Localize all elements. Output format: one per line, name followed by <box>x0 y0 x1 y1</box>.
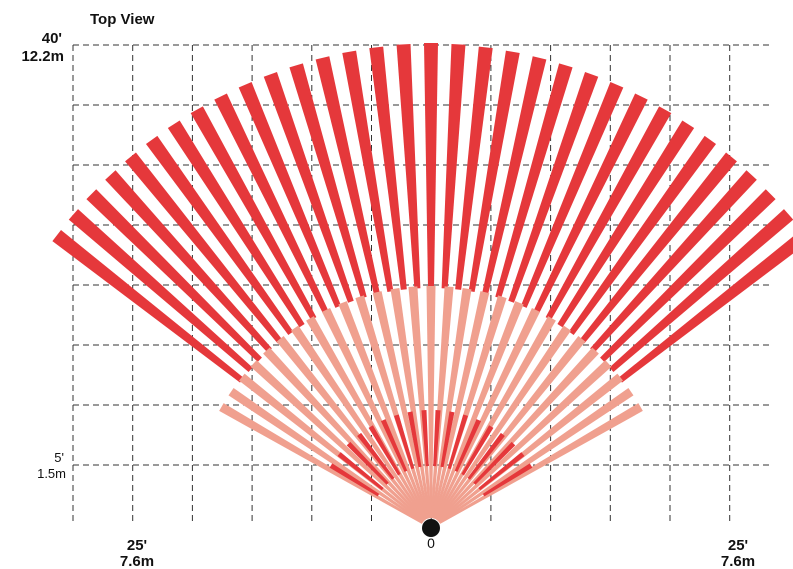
coverage-beams <box>52 43 793 524</box>
far-zone-beam <box>86 189 262 362</box>
near-zone-beam <box>467 432 505 480</box>
near-zone-beam <box>346 441 389 485</box>
far-zone-beam <box>600 189 776 362</box>
far-zone-beam <box>238 82 341 308</box>
far-zone-beam <box>68 209 253 373</box>
far-zone-beam <box>533 93 648 314</box>
near-zone-beam <box>482 463 533 497</box>
mid-zone-beam <box>263 347 425 522</box>
far-zone-beam <box>342 50 394 292</box>
near-zone-beam <box>433 410 441 467</box>
mid-zone-beam <box>228 387 424 524</box>
far-zone-beam <box>609 209 793 373</box>
label-center: 0 <box>427 535 435 551</box>
far-zone-beam <box>52 230 244 383</box>
mid-zone-beam <box>437 360 612 522</box>
near-zone-beam <box>461 425 494 476</box>
far-zone-beam <box>618 236 793 383</box>
far-zone-beam <box>579 152 737 344</box>
mid-zone-beam <box>437 347 599 522</box>
mid-zone-beam <box>290 325 427 521</box>
near-zone-beam <box>454 419 482 472</box>
near-zone-beam <box>440 411 455 468</box>
near-zone-beam <box>337 452 384 491</box>
near-zone-beam <box>407 411 422 468</box>
mid-zone-beam <box>435 325 572 521</box>
near-zone-beam <box>380 419 408 472</box>
label-left-feet: 25' <box>127 537 147 554</box>
near-zone-beam <box>421 410 429 467</box>
near-zone-beam <box>329 463 380 497</box>
mid-zone-beam <box>438 387 634 524</box>
far-zone-beam <box>568 135 717 335</box>
mid-zone-beam <box>434 308 541 520</box>
far-zone-beam <box>369 46 407 290</box>
label-left-meters: 7.6m <box>120 553 154 569</box>
mid-zone-beam <box>439 403 643 524</box>
far-zone-beam <box>263 72 354 303</box>
far-zone-beam <box>545 106 672 321</box>
mid-zone-beam <box>219 403 423 524</box>
mid-zone-beam <box>372 291 430 519</box>
label-near-feet: 5' <box>54 450 64 465</box>
near-zone-beam <box>473 441 516 485</box>
mid-zone-beam <box>390 288 431 519</box>
near-zone-beam <box>393 414 415 470</box>
far-zone-beam <box>482 56 547 295</box>
mid-zone-beam <box>431 288 472 519</box>
mid-zone-beam <box>250 360 425 522</box>
far-zone-beam <box>125 152 283 344</box>
far-zone-beam <box>590 170 757 353</box>
far-zone-beam <box>441 44 466 289</box>
far-zone-beam <box>495 63 573 299</box>
far-zone-beam <box>424 43 438 288</box>
near-zone-beam <box>368 425 401 476</box>
mid-zone-beam <box>338 301 429 520</box>
label-top-meters: 12.2m <box>21 48 64 65</box>
far-zone-beam <box>468 50 520 292</box>
far-zone-beam <box>396 44 421 289</box>
label-right-meters: 7.6m <box>721 553 755 569</box>
far-zone-beam <box>167 120 305 328</box>
far-zone-beam <box>190 106 317 321</box>
label-top-feet: 40' <box>42 30 62 47</box>
far-zone-beam <box>557 120 695 328</box>
far-zone-beam <box>521 82 624 308</box>
mid-zone-beam <box>433 301 524 520</box>
mid-zone-beam <box>432 291 490 519</box>
far-zone-beam <box>289 63 367 299</box>
mid-zone-beam <box>426 286 436 518</box>
far-zone-beam <box>105 170 272 353</box>
diagram-title: Top View <box>90 11 155 28</box>
label-near-meters: 1.5m <box>37 466 66 481</box>
mid-zone-beam <box>321 308 428 520</box>
near-zone-beam <box>447 414 469 470</box>
sensor-dot-icon <box>422 519 440 537</box>
far-zone-beam <box>455 46 493 290</box>
far-zone-beam <box>508 72 599 303</box>
near-zone-beam <box>478 452 525 491</box>
far-zone-beam <box>145 135 294 335</box>
near-zone-beam <box>357 432 395 480</box>
label-right-feet: 25' <box>728 537 748 554</box>
far-zone-beam <box>315 56 380 295</box>
far-zone-beam <box>214 93 329 314</box>
